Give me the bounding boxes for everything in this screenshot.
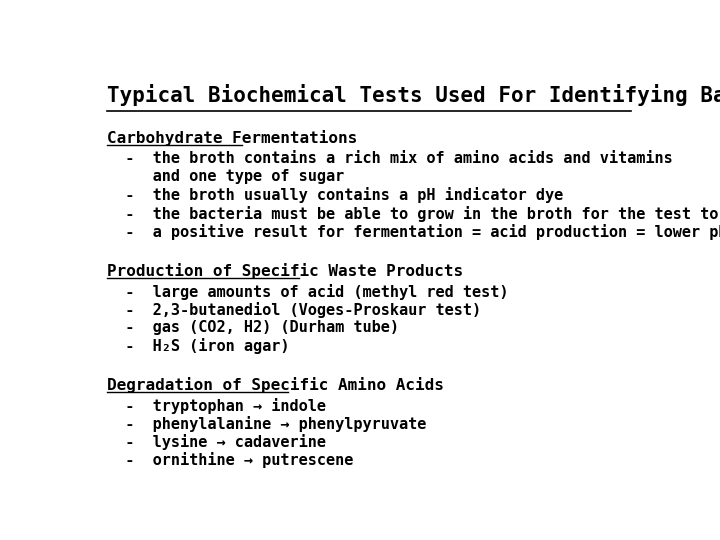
Text: -  large amounts of acid (methyl red test): - large amounts of acid (methyl red test… <box>107 284 508 300</box>
Text: Production of Specific Waste Products: Production of Specific Waste Products <box>107 262 463 279</box>
Text: -  H₂S (iron agar): - H₂S (iron agar) <box>107 338 289 354</box>
Text: Typical Biochemical Tests Used For Identifying Bacteria: Typical Biochemical Tests Used For Ident… <box>107 84 720 105</box>
Text: -  ornithine → putrescene: - ornithine → putrescene <box>107 453 353 469</box>
Text: -  2,3-butanediol (Voges-Proskaur test): - 2,3-butanediol (Voges-Proskaur test) <box>107 302 481 318</box>
Text: -  gas (CO2, H2) (Durham tube): - gas (CO2, H2) (Durham tube) <box>107 320 399 335</box>
Text: -  phenylalanine → phenylpyruvate: - phenylalanine → phenylpyruvate <box>107 416 426 432</box>
Text: Carbohydrate Fermentations: Carbohydrate Fermentations <box>107 130 357 146</box>
Text: -  the bacteria must be able to grow in the broth for the test to be valid: - the bacteria must be able to grow in t… <box>107 206 720 221</box>
Text: -  lysine → cadaverine: - lysine → cadaverine <box>107 434 325 450</box>
Text: -  tryptophan → indole: - tryptophan → indole <box>107 398 325 414</box>
Text: -  the broth contains a rich mix of amino acids and vitamins: - the broth contains a rich mix of amino… <box>107 151 672 166</box>
Text: -  a positive result for fermentation = acid production = lower pH: - a positive result for fermentation = a… <box>107 224 720 240</box>
Text: -  the broth usually contains a pH indicator dye: - the broth usually contains a pH indica… <box>107 187 563 204</box>
Text: Degradation of Specific Amino Acids: Degradation of Specific Amino Acids <box>107 377 444 393</box>
Text: and one type of sugar: and one type of sugar <box>107 169 344 184</box>
